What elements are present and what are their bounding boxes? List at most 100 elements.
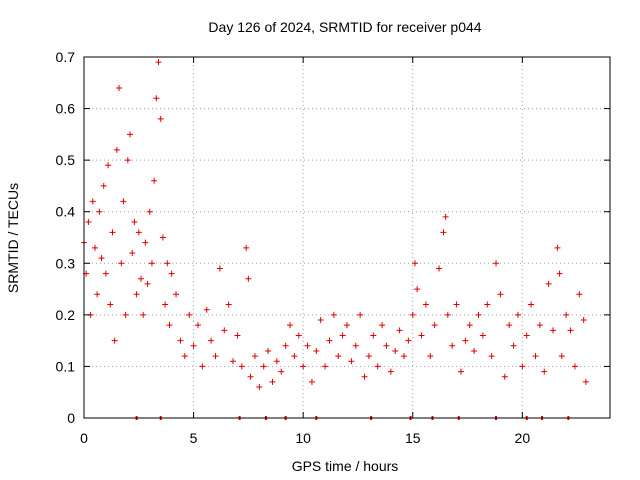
data-point (392, 347, 399, 354)
data-point (166, 322, 173, 329)
axis-ticks: 0 5 10 15 20 0 0.1 0.2 0.3 0.4 0.5 0.6 0.7 (56, 49, 610, 446)
data-point (436, 265, 443, 272)
data-point (273, 358, 280, 365)
data-point (137, 275, 144, 282)
data-point (414, 286, 421, 293)
data-point (153, 95, 160, 102)
data-point (168, 270, 175, 277)
data-point (558, 353, 565, 360)
data-point (444, 311, 451, 318)
data-point (567, 327, 574, 334)
y-axis-label: SRMTID / TECUs (5, 183, 21, 293)
data-point (365, 353, 372, 360)
data-point (304, 342, 311, 349)
data-point (536, 322, 543, 329)
data-point (116, 84, 123, 91)
x-tick-label: 15 (405, 430, 421, 446)
data-point (400, 353, 407, 360)
x-tick-label: 0 (80, 430, 88, 446)
y-tick-label: 0.3 (56, 255, 76, 271)
data-point (308, 378, 315, 385)
data-point (105, 162, 112, 169)
data-point (541, 368, 548, 375)
data-point (545, 280, 552, 287)
data-point (300, 363, 307, 370)
data-point (194, 322, 201, 329)
data-point (107, 301, 114, 308)
data-point (118, 260, 125, 267)
data-point (91, 244, 98, 251)
data-point (471, 347, 478, 354)
data-point (431, 322, 438, 329)
data-point (313, 347, 320, 354)
data-point (157, 115, 164, 122)
y-tick-label: 0.4 (56, 204, 76, 220)
data-point (203, 306, 210, 313)
data-point (94, 291, 101, 298)
data-point (405, 337, 412, 344)
data-point (291, 353, 298, 360)
data-point (144, 280, 151, 287)
data-point (571, 363, 578, 370)
data-point (173, 291, 180, 298)
data-point (335, 353, 342, 360)
data-point (418, 332, 425, 339)
data-point (148, 260, 155, 267)
data-point (177, 337, 184, 344)
data-point (554, 244, 561, 251)
x-axis-label: GPS time / hours (292, 458, 399, 474)
x-tick-label: 20 (515, 430, 531, 446)
data-point (317, 317, 324, 324)
data-point (411, 260, 418, 267)
data-point (221, 327, 228, 334)
data-point (330, 311, 337, 318)
chart-title: Day 126 of 2024, SRMTID for receiver p04… (208, 19, 481, 35)
x-tick-label: 10 (295, 430, 311, 446)
data-point (563, 311, 570, 318)
data-point (113, 146, 120, 153)
data-point (96, 208, 103, 215)
data-point (396, 327, 403, 334)
y-tick-label: 0.1 (56, 358, 76, 374)
data-point (260, 363, 267, 370)
data-point (129, 249, 136, 256)
data-point (497, 291, 504, 298)
data-point (440, 229, 447, 236)
data-point (238, 363, 245, 370)
data-point (532, 353, 539, 360)
data-point (576, 291, 583, 298)
data-point (247, 373, 254, 380)
data-point (523, 332, 530, 339)
y-tick-label: 0.7 (56, 49, 76, 65)
y-tick-label: 0.2 (56, 307, 76, 323)
data-point (243, 244, 250, 251)
data-point (131, 219, 138, 226)
data-point (427, 353, 434, 360)
data-point (295, 332, 302, 339)
data-point (322, 363, 329, 370)
data-point (370, 332, 377, 339)
data-point (142, 239, 149, 246)
data-point (269, 378, 276, 385)
data-point (111, 337, 118, 344)
data-point (100, 182, 107, 189)
data-point (580, 317, 587, 324)
data-point (287, 322, 294, 329)
data-point (230, 358, 237, 365)
y-tick-label: 0.5 (56, 152, 76, 168)
data-point (251, 353, 258, 360)
data-point (190, 342, 197, 349)
data-point (164, 260, 171, 267)
data-point (151, 177, 158, 184)
data-point (510, 342, 517, 349)
data-point (122, 311, 129, 318)
data-point (506, 322, 513, 329)
data-point (109, 229, 116, 236)
data-points (81, 59, 589, 391)
data-point (256, 384, 263, 391)
data-point (449, 342, 456, 349)
data-point (422, 301, 429, 308)
data-point (519, 363, 526, 370)
data-point (374, 363, 381, 370)
data-point (344, 322, 350, 329)
